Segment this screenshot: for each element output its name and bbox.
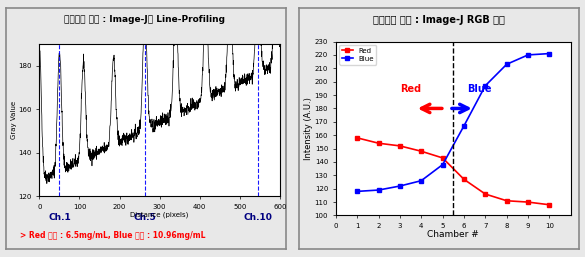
Text: Ch.10: Ch.10 bbox=[243, 213, 272, 222]
Text: 농도구배 분석 : Image-J RGB 분석: 농도구배 분석 : Image-J RGB 분석 bbox=[373, 15, 505, 25]
Text: > Red 농도 : 6.5mg/mL, Blue 농도 : 10.96mg/mL: > Red 농도 : 6.5mg/mL, Blue 농도 : 10.96mg/m… bbox=[20, 231, 205, 240]
Text: Ch.5: Ch.5 bbox=[133, 213, 156, 222]
Text: Ch.1: Ch.1 bbox=[48, 213, 71, 222]
Text: 농도구배 분석 : Image-J의 Line-Profiling: 농도구배 분석 : Image-J의 Line-Profiling bbox=[64, 15, 228, 24]
Text: (Blue): (Blue) bbox=[301, 15, 332, 24]
